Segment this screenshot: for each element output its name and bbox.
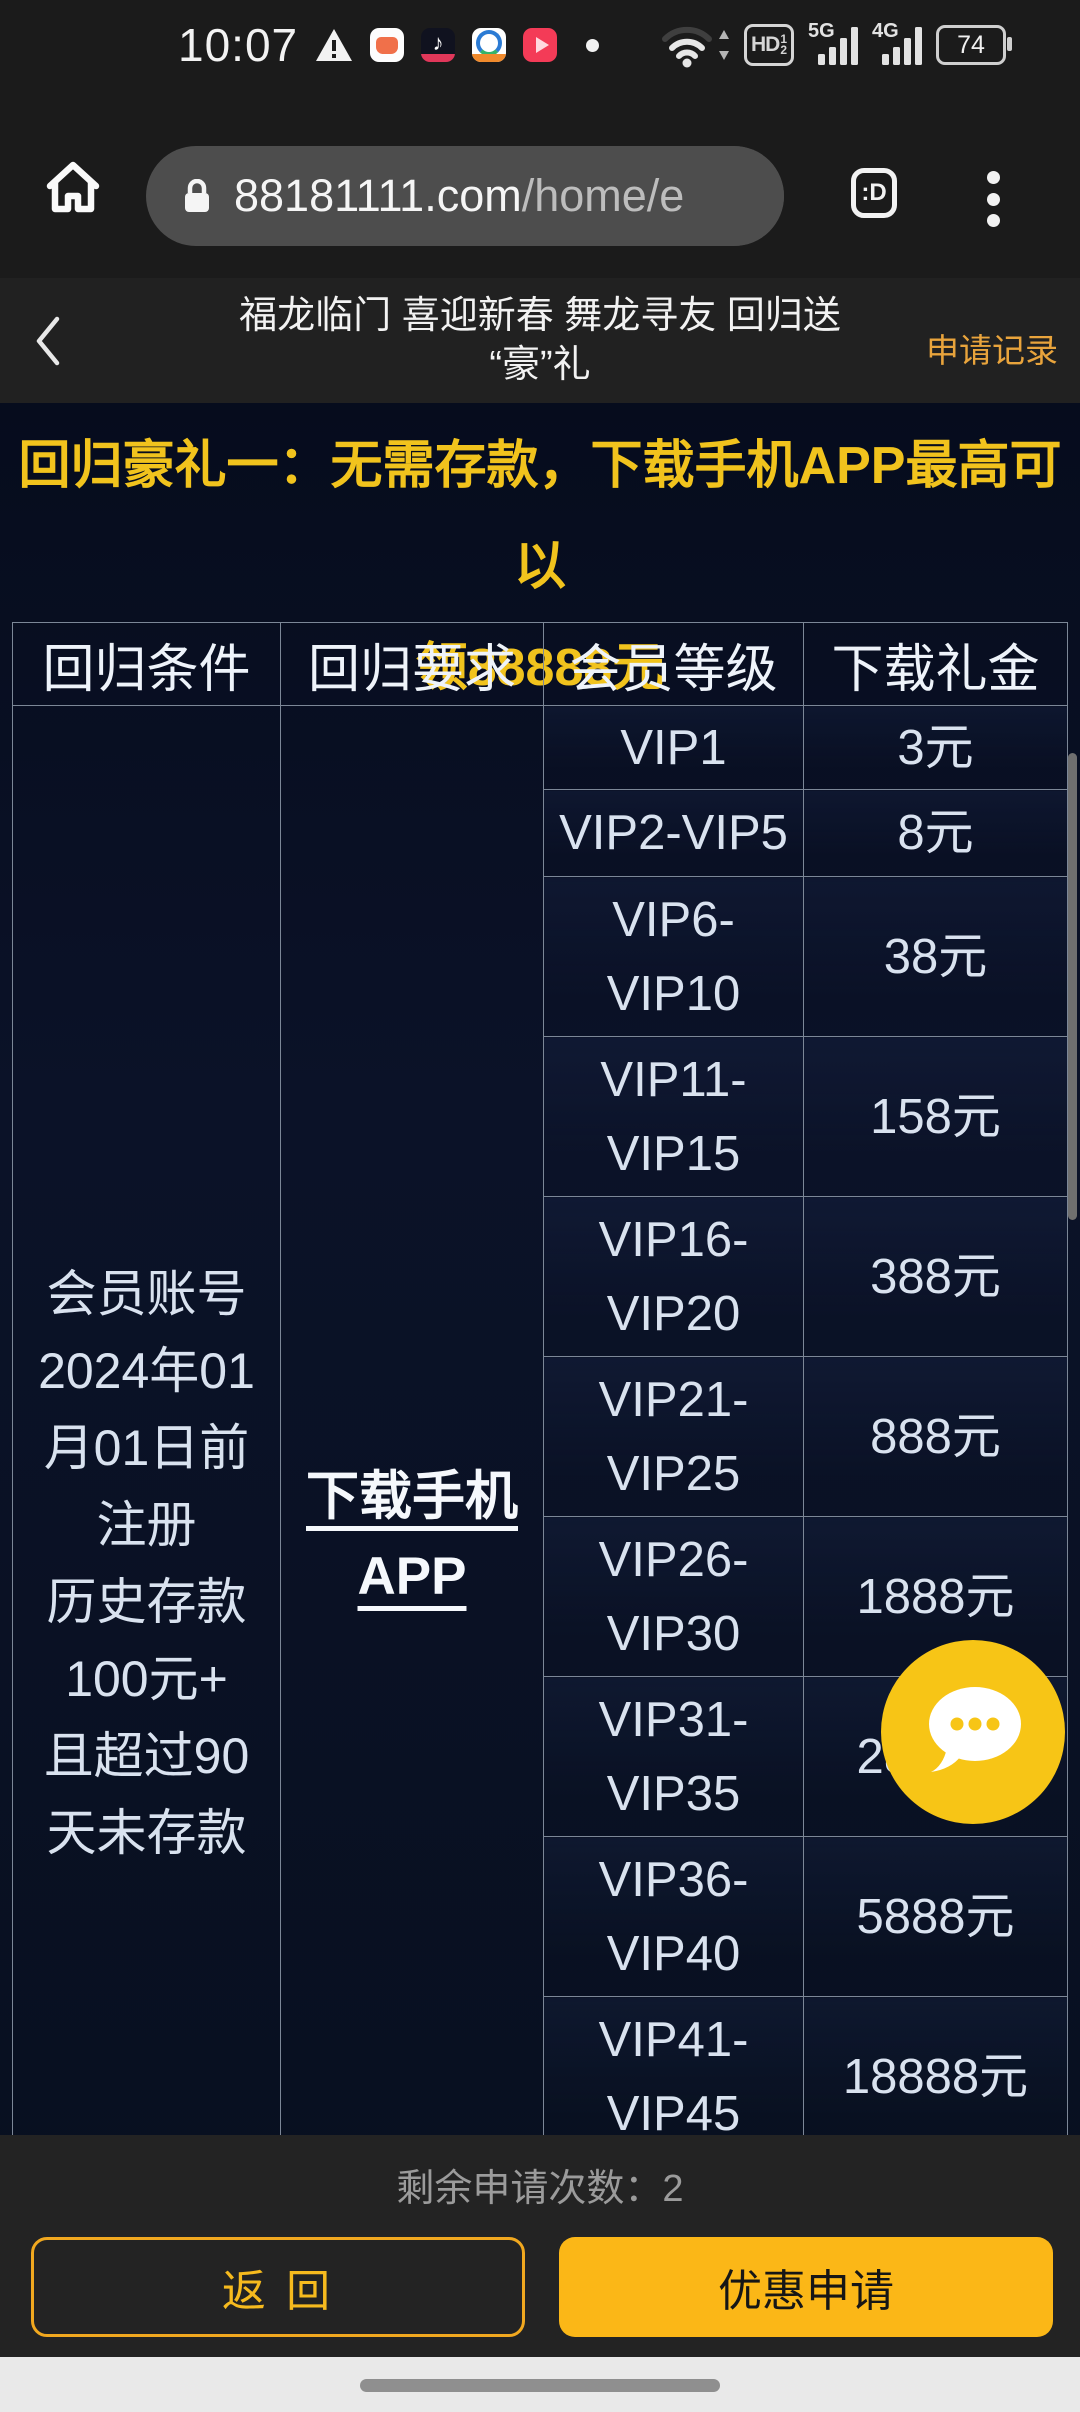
tab-switcher-button[interactable]: :D bbox=[851, 168, 897, 218]
level-cell: VIP41- VIP45 bbox=[543, 1996, 804, 2157]
table-row: VIP2-VIP5 8元 bbox=[13, 789, 1068, 877]
table-row: VIP36- VIP40 5888元 bbox=[13, 1836, 1068, 1997]
bonus-cell: 158元 bbox=[803, 1036, 1068, 1197]
bonus-cell: 18888元 bbox=[803, 1996, 1068, 2157]
level-cell: VIP26- VIP30 bbox=[543, 1516, 804, 1677]
game-app-notification-icon bbox=[370, 28, 405, 62]
browser-toolbar: 88181111.com/home/e :D bbox=[0, 90, 1080, 278]
china-mobile-notification-icon bbox=[472, 28, 507, 62]
warning-icon bbox=[316, 29, 353, 61]
table-row: VIP16- VIP20 388元 bbox=[13, 1196, 1068, 1357]
status-left: 10:07 ♪ bbox=[178, 0, 600, 90]
table-row: 会员账号 2024年01 月01日前 注册 历史存款 100元+ 且超过90 天… bbox=[12, 705, 1068, 2157]
bonus-cell: 388元 bbox=[803, 1196, 1068, 1357]
application-records-link[interactable]: 申请记录 bbox=[926, 332, 1058, 369]
col-header-bonus: 下载礼金 bbox=[803, 622, 1068, 706]
battery-icon: 74 bbox=[936, 25, 1012, 65]
bonus-cell: 5888元 bbox=[803, 1836, 1068, 1997]
return-button[interactable]: 返 回 bbox=[31, 2237, 525, 2337]
status-bar: 10:07 ♪ bbox=[0, 0, 1080, 90]
back-button-icon[interactable] bbox=[35, 315, 61, 367]
video-app-notification-icon bbox=[523, 28, 558, 62]
bonus-cell: 8元 bbox=[803, 789, 1068, 877]
promo-content: 回归豪礼一：无需存款，下载手机APP最高可以 领88888元 回归条件 回归要求… bbox=[0, 403, 1080, 2412]
page-title: 福龙临门 喜迎新春 舞龙寻友 回归送 “豪”礼 bbox=[239, 294, 841, 386]
col-header-condition: 回归条件 bbox=[12, 622, 281, 706]
gesture-nav-bar bbox=[0, 2357, 1080, 2412]
customer-service-chat-button[interactable] bbox=[881, 1640, 1065, 1824]
table-header-row: 回归条件 回归要求 会员等级 下载礼金 bbox=[12, 622, 1068, 706]
signal-4g-icon: 4G bbox=[872, 20, 922, 69]
remaining-applications-text: 剩余申请次数：2 bbox=[396, 2168, 684, 2210]
level-cell: VIP16- VIP20 bbox=[543, 1196, 804, 1357]
condition-cell: 会员账号 2024年01 月01日前 注册 历史存款 100元+ 且超过90 天… bbox=[12, 705, 281, 2157]
col-header-level: 会员等级 bbox=[543, 622, 804, 706]
promo-table: 回归条件 回归要求 会员等级 下载礼金 会员账号 2024年01 月01日前 注… bbox=[12, 622, 1068, 2157]
browser-menu-button[interactable] bbox=[986, 171, 1000, 227]
page-header: 福龙临门 喜迎新春 舞龙寻友 回归送 “豪”礼 申请记录 bbox=[0, 278, 1080, 403]
level-cell: VIP11- VIP15 bbox=[543, 1036, 804, 1197]
col-header-requirement: 回归要求 bbox=[280, 622, 544, 706]
table-row: VIP21- VIP25 888元 bbox=[13, 1356, 1068, 1517]
level-cell: VIP1 bbox=[543, 705, 804, 790]
douyin-notification-icon: ♪ bbox=[421, 28, 456, 62]
home-button-icon[interactable] bbox=[44, 160, 102, 214]
signal-5g-icon: 5G bbox=[808, 20, 858, 69]
level-cell: VIP6- VIP10 bbox=[543, 876, 804, 1037]
bonus-cell: 888元 bbox=[803, 1356, 1068, 1517]
clock: 10:07 bbox=[178, 19, 299, 71]
level-cell: VIP36- VIP40 bbox=[543, 1836, 804, 1997]
level-cell: VIP21- VIP25 bbox=[543, 1356, 804, 1517]
action-footer: 剩余申请次数：2 返 回 优惠申请 bbox=[0, 2135, 1080, 2357]
table-row: VIP11- VIP15 158元 bbox=[13, 1036, 1068, 1197]
scrollbar-thumb[interactable] bbox=[1068, 753, 1077, 1220]
url-fade bbox=[684, 146, 784, 246]
wifi-icon bbox=[660, 22, 730, 68]
download-app-link: 下载手机 APP bbox=[306, 1467, 518, 1606]
chat-bubble-icon bbox=[929, 1687, 1021, 1772]
wifi-traffic-arrows-icon bbox=[719, 30, 729, 60]
requirement-cell: 下载手机 APP bbox=[280, 705, 544, 2157]
bonus-cell: 38元 bbox=[803, 876, 1068, 1037]
apply-promotion-button[interactable]: 优惠申请 bbox=[559, 2237, 1053, 2337]
lock-icon bbox=[185, 179, 209, 212]
url-text: 88181111.com/home/e bbox=[234, 170, 685, 221]
address-bar[interactable]: 88181111.com/home/e bbox=[146, 146, 784, 246]
table-row: VIP6- VIP10 38元 bbox=[13, 876, 1068, 1037]
table-row: VIP41- VIP45 18888元 bbox=[13, 1996, 1068, 2157]
notification-dot-icon bbox=[586, 38, 600, 52]
level-cell: VIP31- VIP35 bbox=[543, 1676, 804, 1837]
bonus-cell: 3元 bbox=[803, 705, 1068, 790]
gesture-handle[interactable] bbox=[360, 2379, 720, 2392]
level-cell: VIP2-VIP5 bbox=[543, 789, 804, 877]
